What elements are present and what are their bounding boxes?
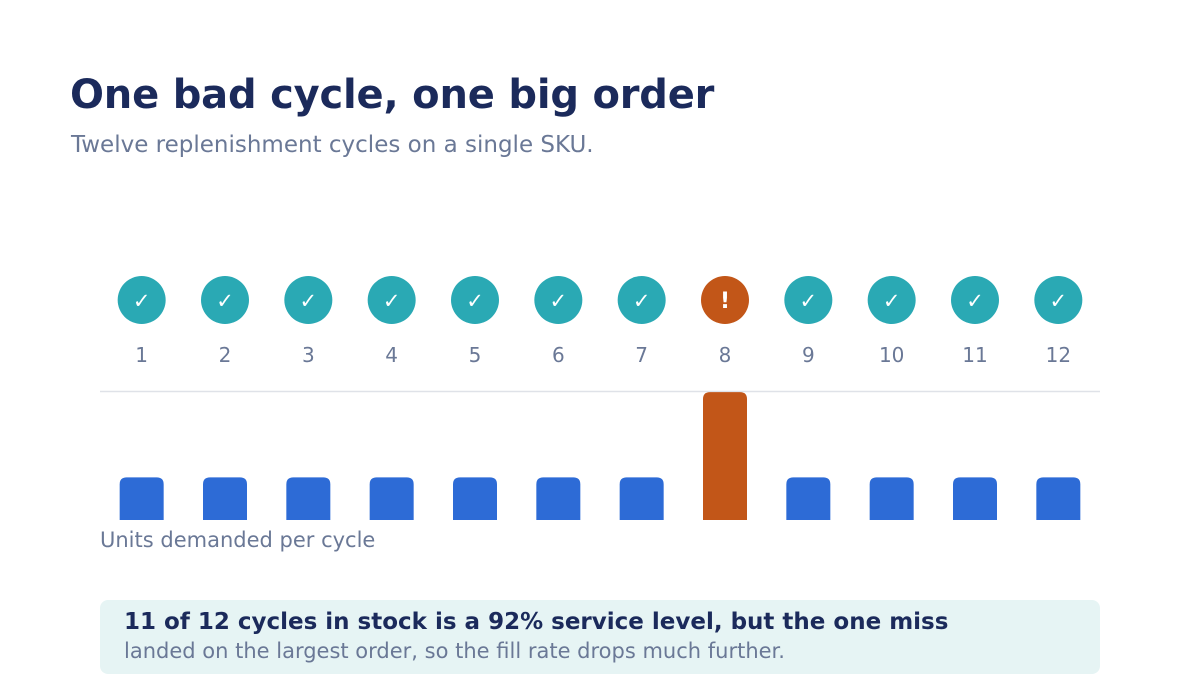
status-circle-1 xyxy=(117,276,166,324)
check-icon: ✓ xyxy=(550,289,568,313)
demand-bar-6 xyxy=(536,477,581,520)
demand-bar-4 xyxy=(369,477,414,520)
demand-bar-9 xyxy=(786,477,831,520)
cycle-label-8: 8 xyxy=(719,343,732,367)
callout-lead-text: 11 of 12 cycles in stock is a 92% servic… xyxy=(124,609,949,635)
status-circle-5 xyxy=(451,276,499,324)
cycle-label-6: 6 xyxy=(552,343,565,367)
status-circle-12 xyxy=(1034,276,1083,324)
chart-subtitle: Twelve replenishment cycles on a single … xyxy=(71,132,594,158)
check-icon: ✓ xyxy=(1050,289,1068,313)
demand-bar-12 xyxy=(1036,477,1081,520)
cycle-label-4: 4 xyxy=(385,343,398,367)
check-icon: ✓ xyxy=(133,289,151,313)
demand-bar-3 xyxy=(286,477,331,520)
status-circle-7 xyxy=(617,276,666,324)
cycle-label-3: 3 xyxy=(302,343,315,367)
status-circle-9 xyxy=(784,276,833,324)
check-icon: ✓ xyxy=(966,289,984,313)
check-icon: ✓ xyxy=(216,289,234,313)
cycle-label-1: 1 xyxy=(135,343,148,367)
demand-bar-10 xyxy=(869,477,914,520)
cycle-label-10: 10 xyxy=(879,343,904,367)
demand-bar-7 xyxy=(619,477,664,520)
status-circle-4 xyxy=(367,276,416,324)
status-circle-2 xyxy=(201,276,249,324)
status-circle-3 xyxy=(284,276,333,324)
check-icon: ✓ xyxy=(633,289,651,313)
cycle-chart: ✓ 1 ✓ 2 ✓ 3 ✓ 4 ✓ 5 ✓ 6 ✓ 7! 8 ✓ 9 ✓ 10 ✓ 11 ✓ 12 xyxy=(100,276,1100,520)
demand-bar-8 xyxy=(703,392,747,520)
check-icon: ✓ xyxy=(800,289,818,313)
check-icon: ✓ xyxy=(883,289,901,313)
chart-title: One bad cycle, one big order xyxy=(70,72,715,118)
callout-body-text: landed on the largest order, so the fill… xyxy=(124,639,785,663)
demand-bar-5 xyxy=(453,477,497,520)
demand-bar-2 xyxy=(203,477,247,520)
cycle-label-12: 12 xyxy=(1046,343,1071,367)
check-icon: ✓ xyxy=(466,289,484,313)
exclamation-icon: ! xyxy=(720,289,730,314)
demand-bar-1 xyxy=(119,477,164,520)
y-axis-label: Units demanded per cycle xyxy=(100,528,376,552)
status-circle-11 xyxy=(951,276,999,324)
check-icon: ✓ xyxy=(300,289,318,313)
cycle-label-9: 9 xyxy=(802,343,815,367)
cycle-label-7: 7 xyxy=(635,343,648,367)
cycle-label-5: 5 xyxy=(469,343,482,367)
cycle-label-2: 2 xyxy=(219,343,232,367)
check-icon: ✓ xyxy=(383,289,401,313)
status-circle-8 xyxy=(701,276,749,324)
status-circle-10 xyxy=(867,276,916,324)
cycle-label-11: 11 xyxy=(962,343,987,367)
demand-bar-11 xyxy=(953,477,997,520)
status-circle-6 xyxy=(534,276,583,324)
callout-note: 11 of 12 cycles in stock is a 92% servic… xyxy=(100,600,1100,674)
